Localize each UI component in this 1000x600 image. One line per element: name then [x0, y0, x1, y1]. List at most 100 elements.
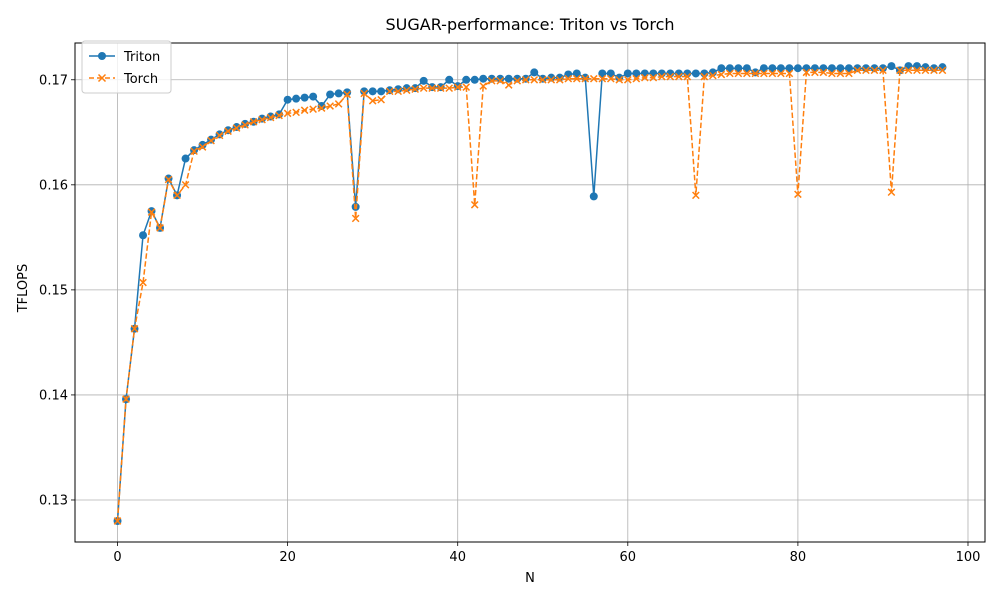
data-point-torch — [300, 106, 309, 115]
data-point-torch — [258, 115, 266, 124]
data-point-torch — [649, 73, 658, 82]
data-point-torch — [181, 180, 190, 189]
data-point-triton — [606, 69, 615, 78]
data-point-torch — [275, 111, 283, 120]
data-point-triton — [742, 64, 751, 73]
data-point-torch — [632, 74, 641, 83]
data-point-torch — [640, 73, 649, 82]
legend-label-torch: Torch — [123, 72, 158, 87]
data-point-triton — [360, 87, 369, 96]
data-point-torch — [589, 74, 598, 83]
data-point-torch — [292, 108, 300, 117]
data-point-triton — [504, 74, 513, 83]
data-point-torch — [623, 75, 632, 84]
data-point-torch — [283, 109, 292, 118]
series-line-torch — [116, 69, 943, 522]
data-point-torch — [402, 86, 411, 95]
data-point-torch — [870, 66, 879, 75]
x-tick-label: 40 — [449, 550, 466, 565]
data-point-torch — [581, 74, 590, 83]
data-point-triton — [844, 64, 853, 73]
data-point-triton — [496, 74, 505, 83]
data-point-triton — [734, 64, 743, 73]
data-point-torch — [862, 66, 870, 75]
data-point-triton — [912, 62, 921, 71]
data-point-torch — [760, 69, 768, 78]
y-tick-label: 0.13 — [39, 493, 68, 508]
data-point-torch — [309, 105, 317, 114]
y-tick-label: 0.14 — [39, 388, 68, 403]
x-tick-label: 20 — [279, 550, 296, 565]
data-point-triton — [198, 140, 207, 149]
data-point-torch — [232, 124, 241, 132]
data-point-torch — [130, 324, 139, 333]
y-axis-label: TFLOPS — [16, 264, 31, 314]
data-point-torch — [606, 74, 615, 83]
data-point-torch — [156, 224, 164, 232]
data-point-torch — [241, 121, 249, 129]
data-point-triton — [377, 87, 386, 96]
y-tick-label: 0.15 — [39, 283, 68, 298]
data-point-triton — [479, 74, 488, 83]
data-point-torch — [692, 191, 700, 200]
data-point-triton — [759, 64, 768, 73]
data-point-triton — [419, 76, 428, 85]
data-point-torch — [879, 66, 887, 75]
data-point-triton — [802, 64, 811, 73]
data-point-torch — [428, 84, 437, 93]
legend-entry-torch: Torch — [89, 72, 158, 87]
ticks-layer: 0 20 40 60 80 100 0.13 0.14 0.15 0.16 0.17 — [39, 73, 980, 565]
data-point-torch — [717, 70, 726, 79]
chart-title: SUGAR-performance: Triton vs Torch — [385, 15, 674, 34]
data-point-torch — [462, 83, 471, 91]
data-point-triton — [181, 154, 190, 163]
x-tick-label: 80 — [790, 550, 807, 565]
series-layer — [113, 62, 947, 525]
plot-frame — [74, 42, 986, 543]
data-point-torch — [521, 75, 530, 84]
data-point-triton — [589, 192, 598, 201]
data-point-torch — [249, 117, 258, 126]
data-point-torch — [411, 85, 420, 94]
data-point-triton — [300, 93, 309, 102]
data-point-torch — [777, 69, 785, 78]
data-point-torch — [887, 188, 896, 197]
data-point-triton — [725, 64, 734, 73]
data-point-torch — [394, 87, 403, 96]
data-point-torch — [164, 175, 173, 184]
data-point-triton — [351, 202, 360, 211]
data-point-torch — [555, 75, 564, 84]
legend: Triton Torch — [81, 40, 172, 94]
data-point-torch — [504, 81, 513, 89]
data-point-torch — [479, 82, 488, 90]
y-tick-label: 0.17 — [39, 73, 68, 88]
data-point-torch — [139, 278, 147, 287]
data-point-torch — [572, 74, 581, 83]
data-point-torch — [360, 89, 368, 98]
data-point-triton — [283, 95, 292, 104]
data-point-torch — [377, 95, 385, 104]
data-point-torch — [930, 66, 938, 75]
data-point-torch — [198, 143, 207, 151]
data-point-torch — [768, 69, 777, 78]
data-point-triton — [445, 75, 454, 84]
data-point-torch — [190, 147, 198, 156]
data-point-triton — [598, 69, 607, 78]
data-point-torch — [470, 200, 479, 209]
data-point-triton — [887, 62, 896, 71]
data-point-torch — [828, 69, 836, 78]
data-point-torch — [836, 69, 845, 78]
data-point-torch — [343, 90, 351, 99]
data-point-torch — [726, 69, 734, 78]
data-point-torch — [453, 83, 462, 91]
data-point-torch — [794, 190, 802, 199]
data-point-torch — [598, 74, 607, 83]
data-point-torch — [819, 68, 828, 77]
data-point-torch — [317, 104, 326, 112]
data-point-triton — [776, 64, 785, 73]
data-point-torch — [207, 136, 215, 145]
data-point-triton — [649, 69, 658, 78]
data-point-torch — [496, 76, 505, 85]
legend-entry-triton: Triton — [89, 50, 160, 65]
grid-layer — [75, 43, 985, 542]
